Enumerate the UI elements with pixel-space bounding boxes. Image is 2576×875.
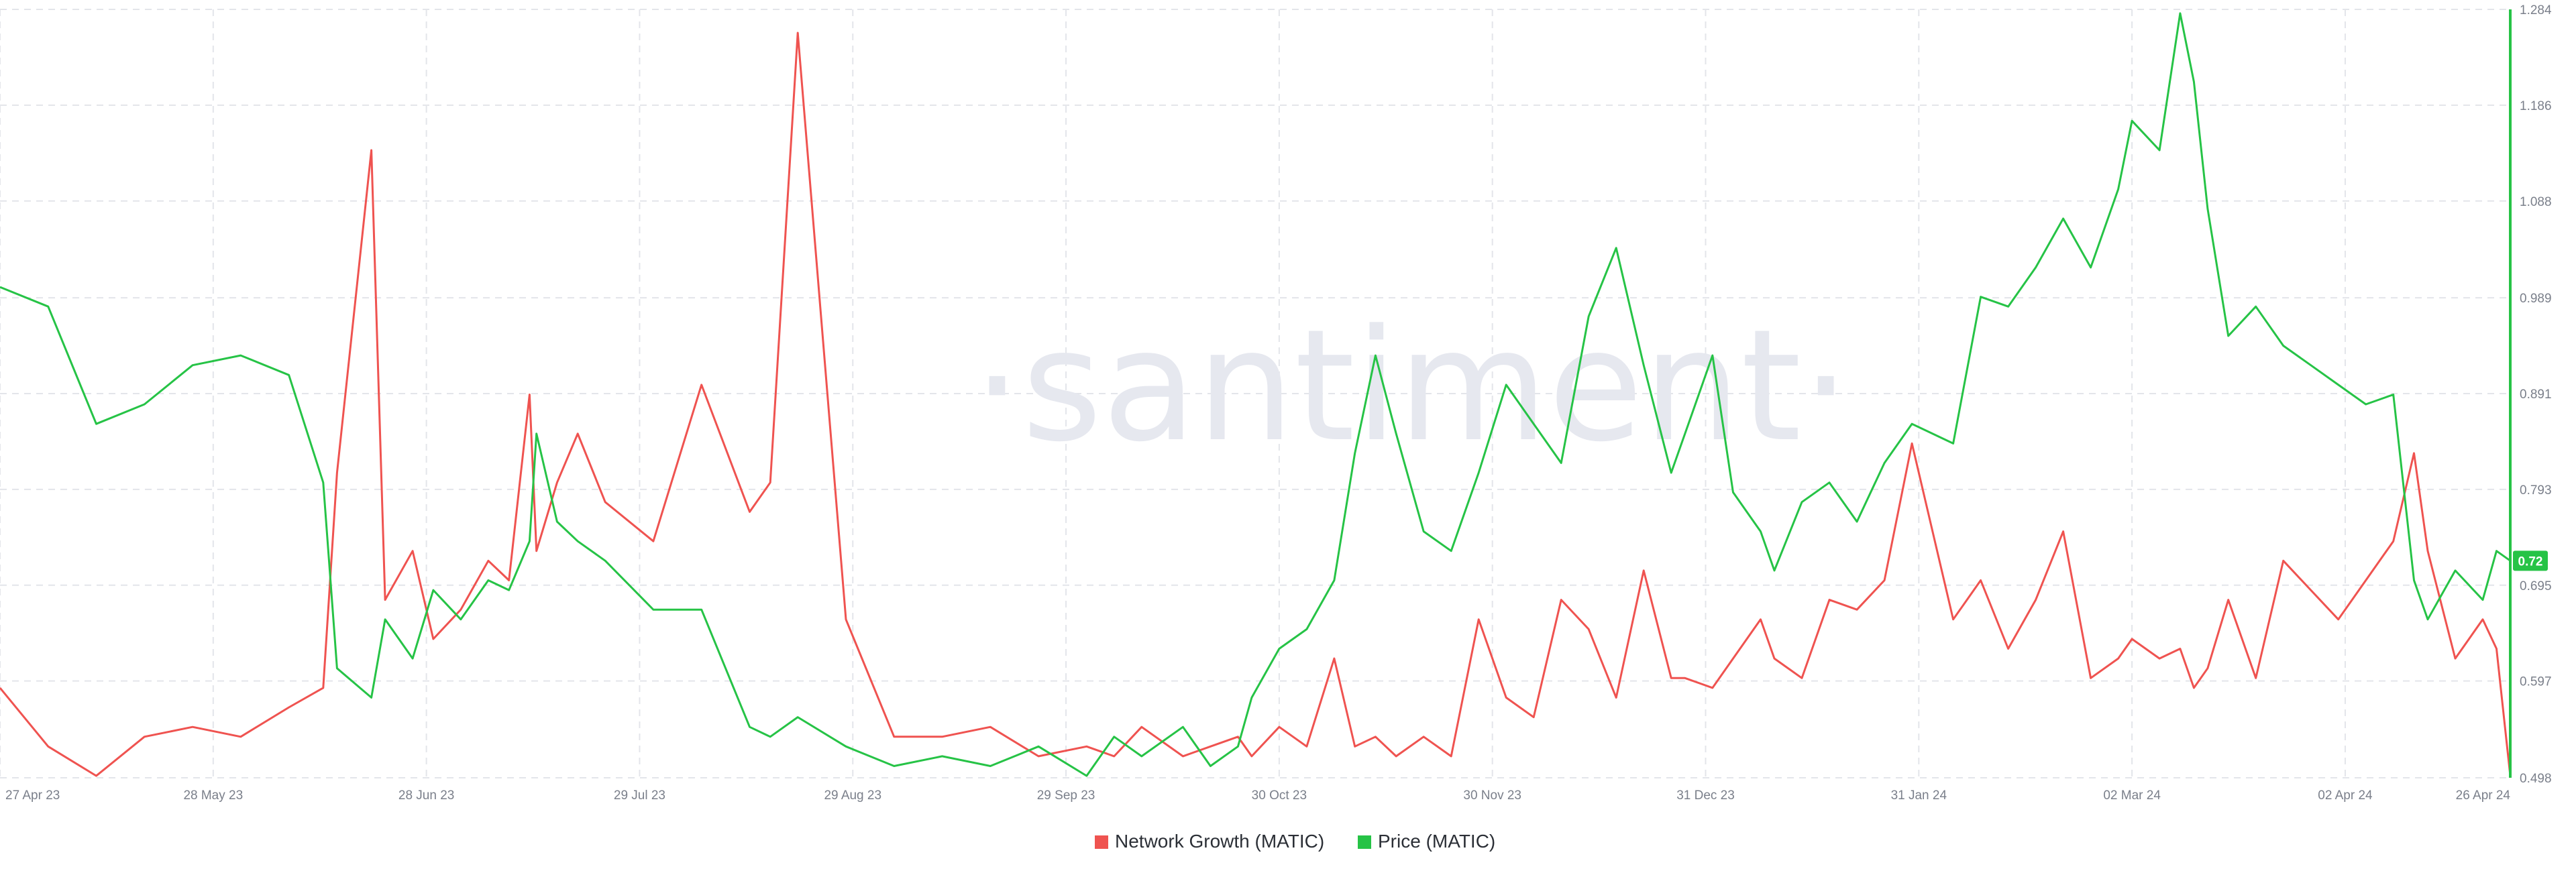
x-tick-label: 29 Sep 23 [1037,789,1095,803]
current-price-badge: 0.72 [2513,550,2548,571]
x-tick-label: 28 Jun 23 [398,789,454,803]
x-tick-label: 29 Jul 23 [614,789,665,803]
y-tick-label: 0.597 [2520,675,2552,689]
legend[interactable]: Network Growth (MATIC) Price (MATIC) [1095,831,1495,852]
y-tick-label: 0.989 [2520,292,2552,306]
x-tick-label: 31 Jan 24 [1891,789,1947,803]
legend-swatch-network-growth[interactable] [1095,835,1108,849]
x-tick-label: 30 Oct 23 [1252,789,1307,803]
x-tick-label: 26 Apr 24 [2456,789,2511,803]
y-tick-label: 1.088 [2520,195,2552,209]
y-tick-label: 0.793 [2520,483,2552,498]
x-tick-label: 29 Aug 23 [824,789,881,803]
y-tick-label: 0.891 [2520,388,2552,402]
legend-label-network-growth[interactable]: Network Growth (MATIC) [1115,831,1324,852]
y-tick-label: 1.284 [2520,3,2552,17]
legend-swatch-price[interactable] [1358,835,1371,849]
x-tick-label: 02 Mar 24 [2103,789,2161,803]
x-tick-label: 31 Dec 23 [1676,789,1735,803]
watermark: ·santiment· [973,297,1850,476]
x-axis: 27 Apr 23 28 May 23 28 Jun 23 29 Jul 23 29 A… [5,789,2510,803]
x-tick-label: 27 Apr 23 [5,789,60,803]
price-badge-label: 0.72 [2518,555,2543,569]
y-tick-label: 0.695 [2520,579,2552,593]
x-tick-label: 02 Apr 24 [2318,789,2373,803]
x-tick-label: 28 May 23 [183,789,243,803]
y-tick-label: 1.186 [2520,99,2552,113]
x-tick-label: 30 Nov 23 [1463,789,1521,803]
legend-label-price[interactable]: Price (MATIC) [1378,831,1495,852]
y-tick-label: 0.498 [2520,772,2552,786]
y-axis: 0.498 0.597 0.695 0.793 0.891 0.989 1.088 1.186… [2520,3,2552,786]
